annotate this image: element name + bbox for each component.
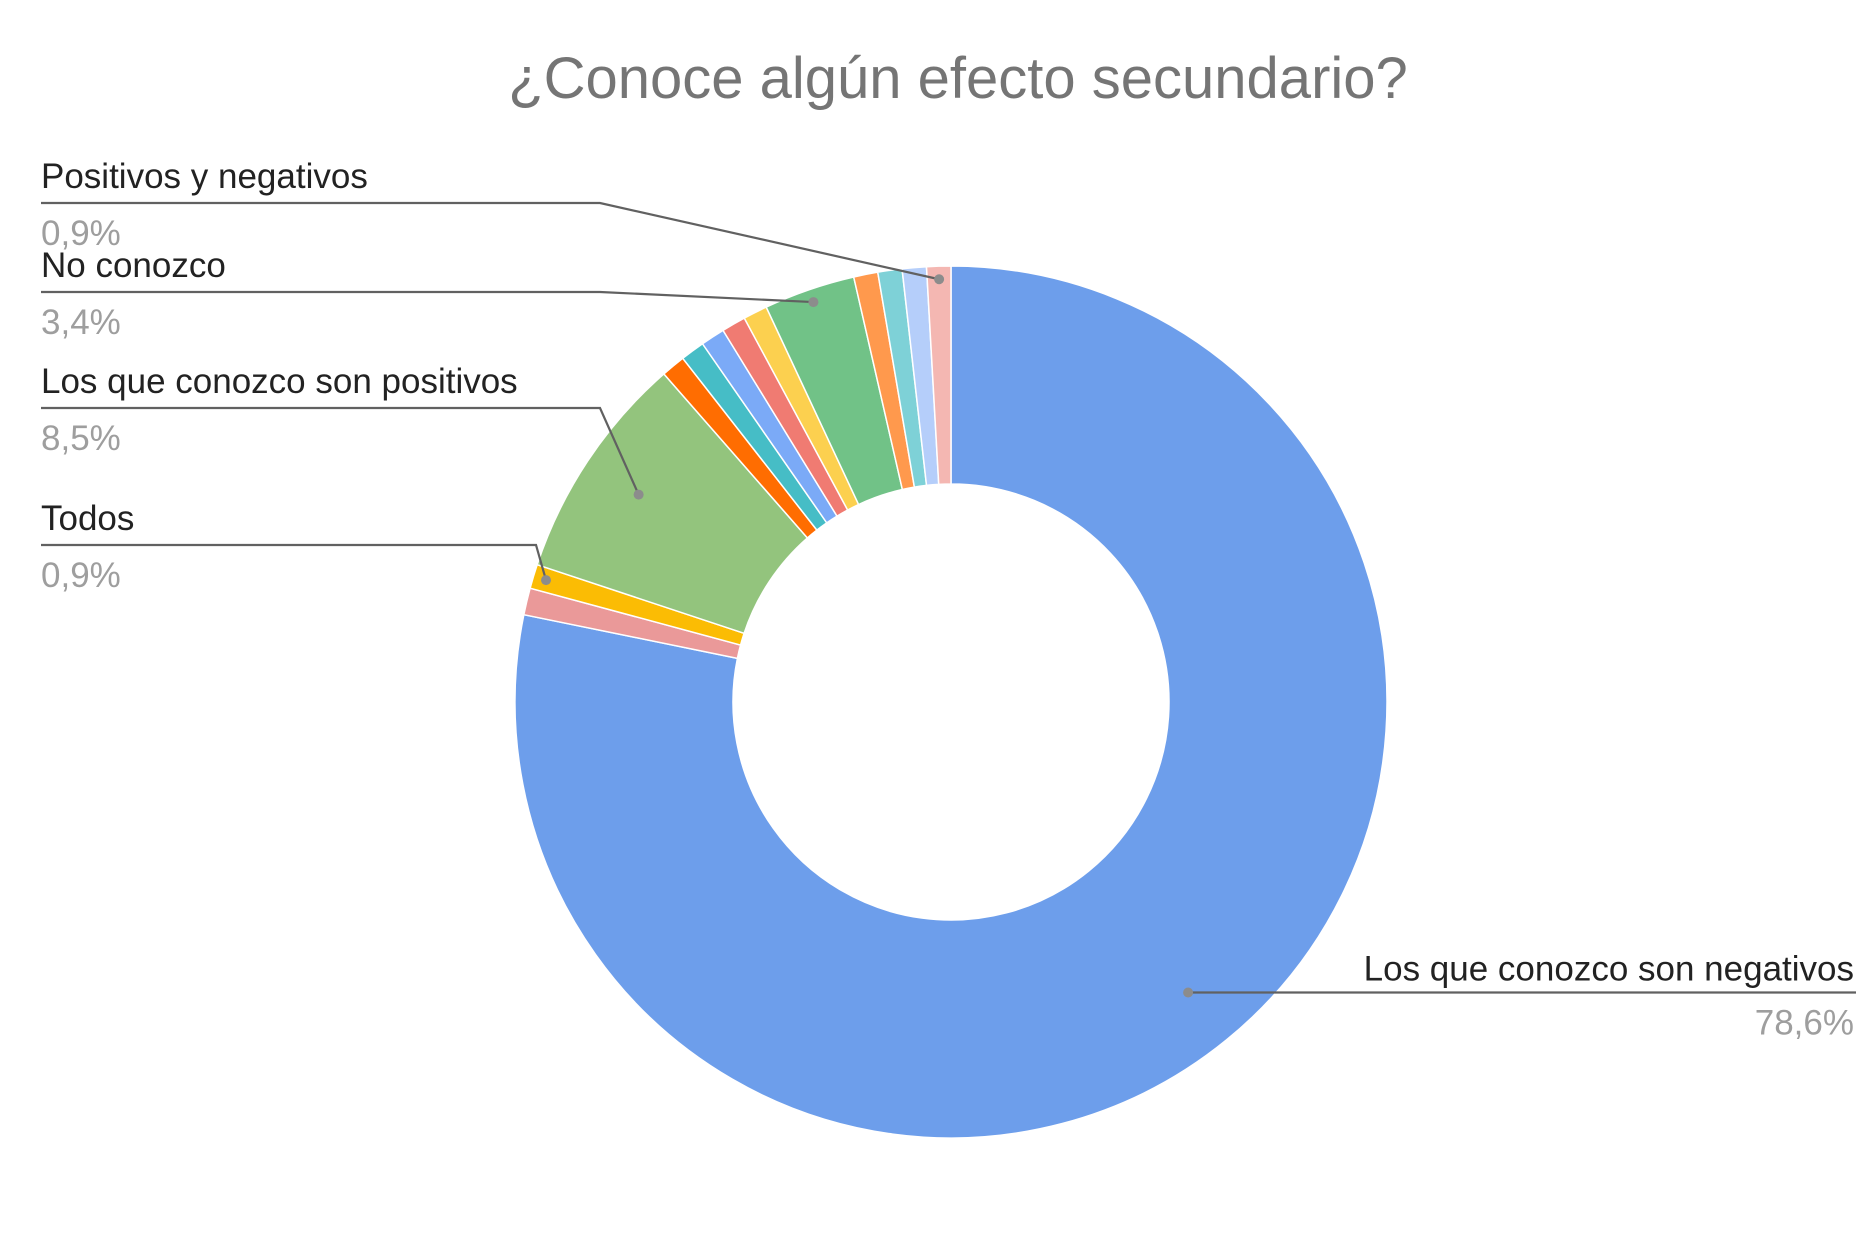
slice-0 (514, 265, 1388, 1139)
leader-line-13 (41, 201, 940, 281)
donut-slices (514, 265, 1388, 1139)
slice-label-2: Todos (41, 499, 134, 538)
leader-dot-2 (541, 575, 552, 586)
slice-labels: Los que conozco son negativos 78,6% Todos 0… (41, 157, 1856, 1042)
leader-dot-3 (633, 489, 644, 500)
leader-dot-9 (808, 297, 819, 308)
chart-title: ¿Conoce algún efecto secundario? (508, 46, 1408, 111)
slice-label-0: Los que conozco son negativos (1364, 949, 1854, 988)
leader-dot-13 (934, 274, 945, 285)
slice-label-13: Positivos y negativos (41, 157, 368, 196)
slice-value-13: 0,9% (41, 214, 121, 253)
slice-13 (925, 265, 952, 486)
slice-value-9: 3,4% (41, 303, 121, 342)
leader-line-2 (41, 543, 548, 581)
slice-value-0: 78,6% (1755, 1003, 1854, 1042)
leader-line-9 (41, 290, 814, 304)
slice-value-2: 0,9% (41, 556, 121, 595)
leader-dot-0 (1183, 987, 1194, 998)
slice-value-3: 8,5% (41, 419, 121, 458)
leader-line-3 (41, 406, 640, 496)
slice-label-9: No conozco (41, 246, 226, 285)
slice-label-3: Los que conozco son positivos (41, 362, 518, 401)
